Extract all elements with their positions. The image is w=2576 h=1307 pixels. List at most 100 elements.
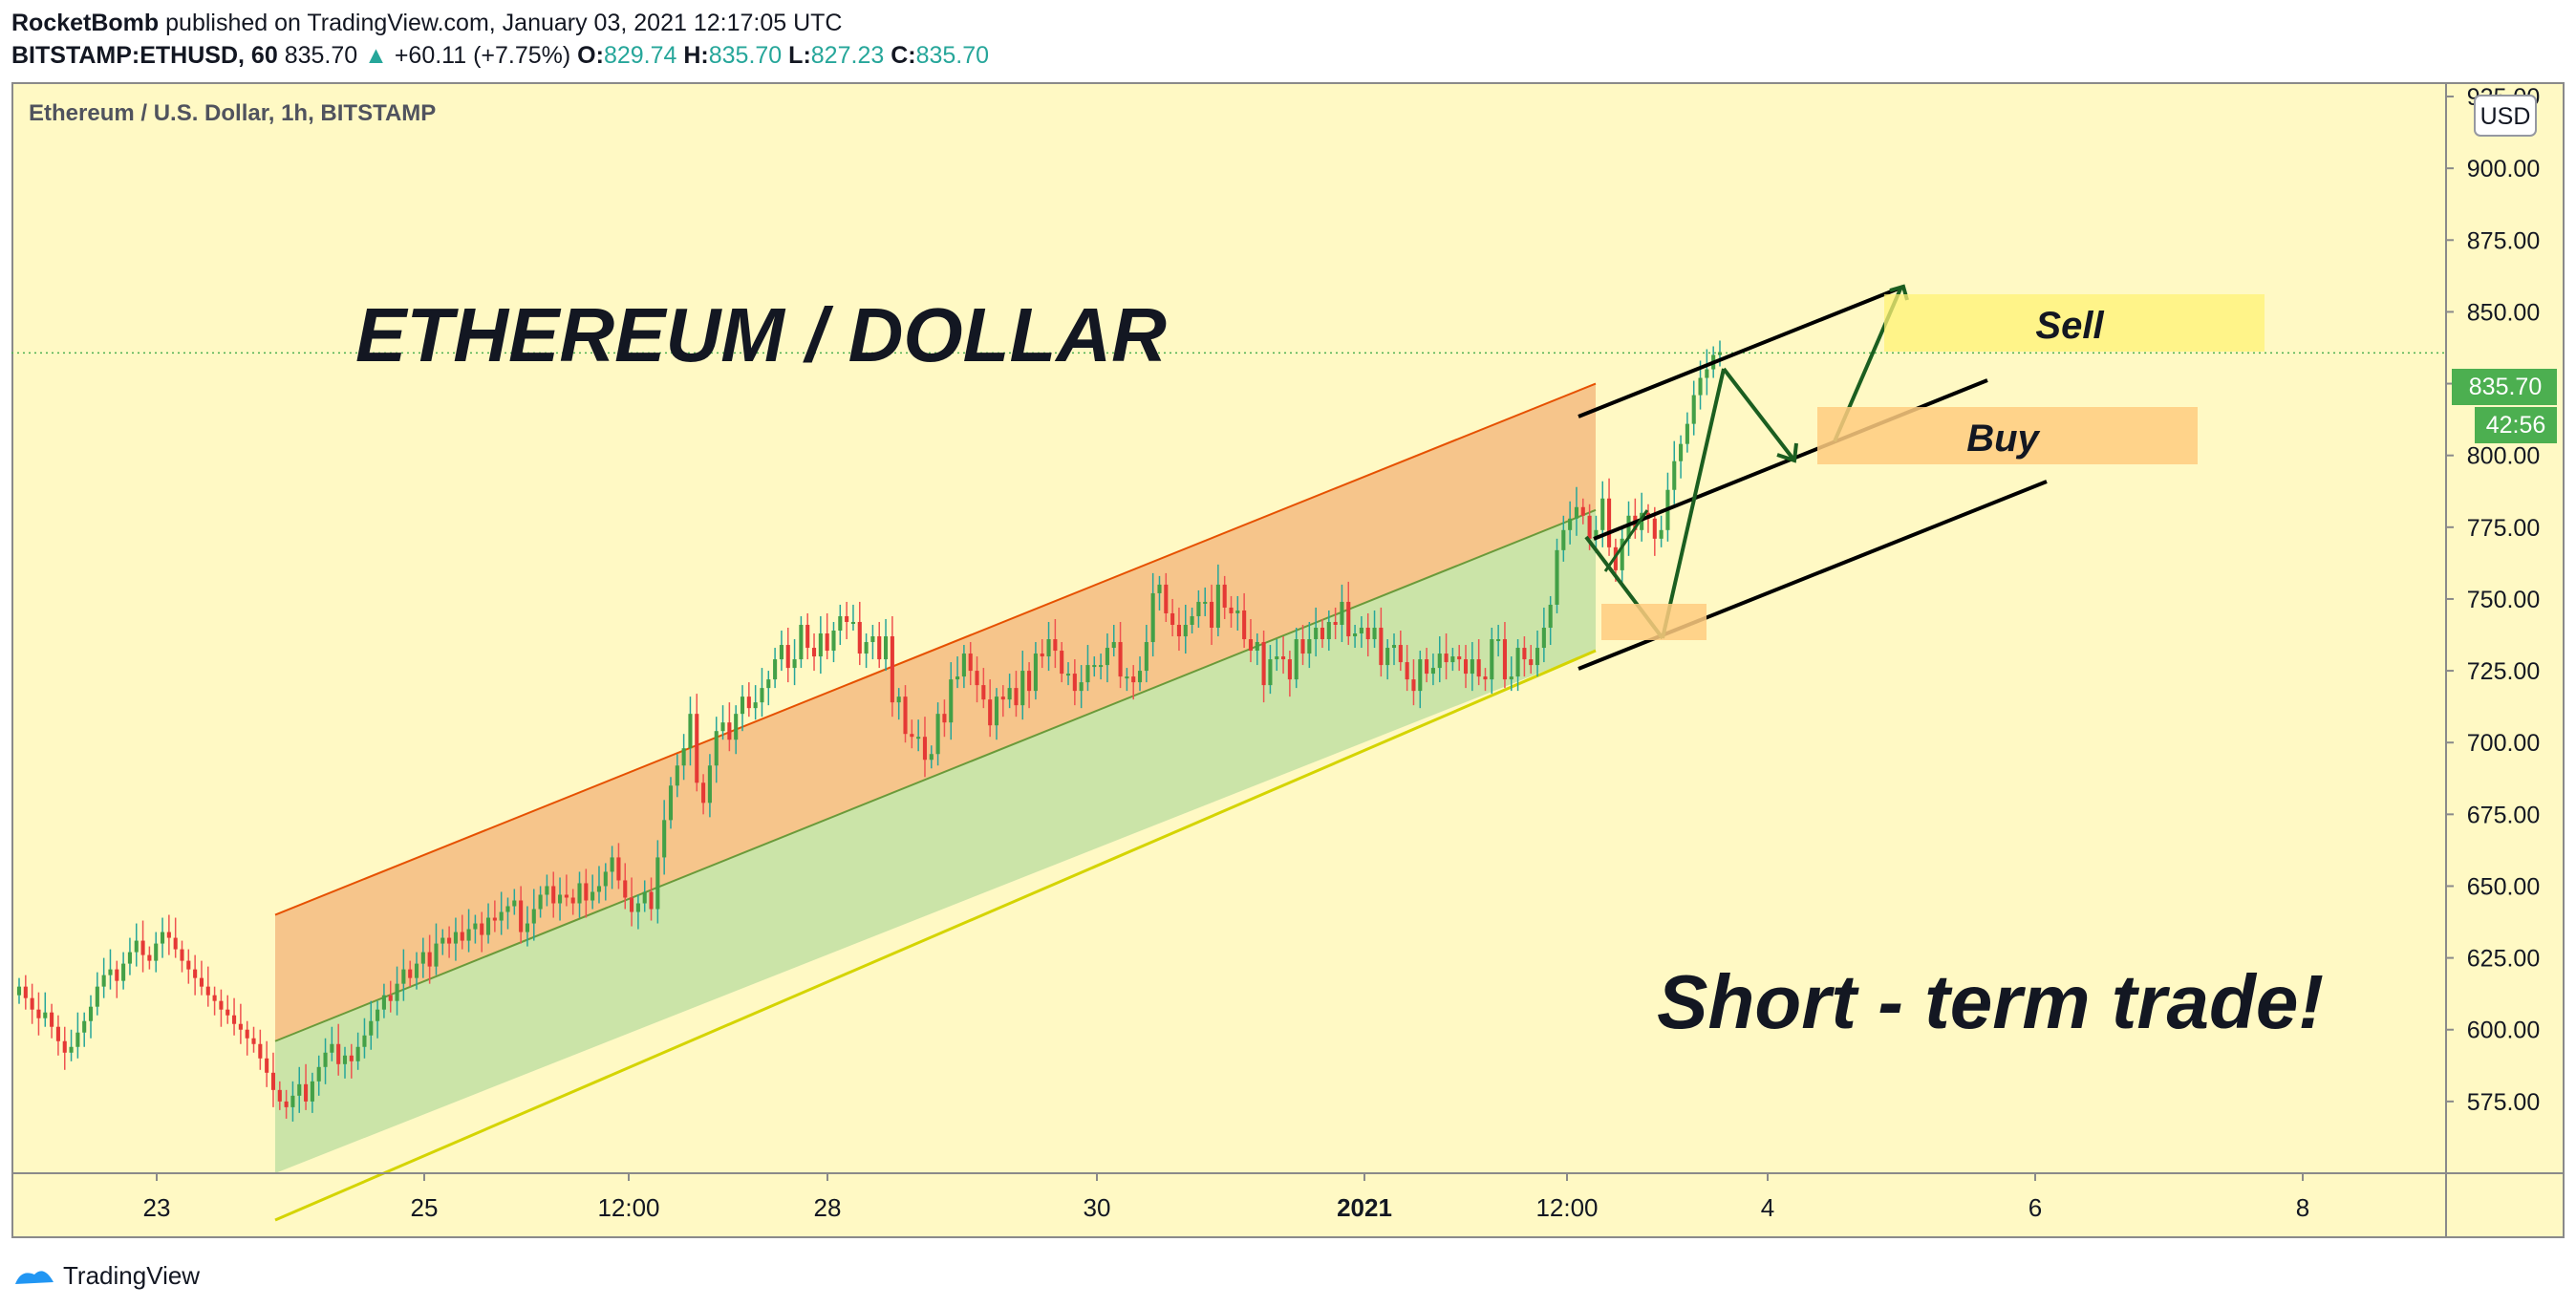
candle-down — [1411, 679, 1416, 692]
candle-up — [369, 1020, 374, 1036]
candle-down — [50, 1012, 54, 1027]
candle-down — [1379, 628, 1384, 666]
sell-label: Sell — [2035, 305, 2104, 347]
candle-down — [1476, 659, 1481, 677]
candle-down — [245, 1029, 249, 1039]
candle-up — [1033, 654, 1038, 692]
candle-down — [238, 1023, 243, 1030]
candle-up — [675, 765, 679, 786]
candle-up — [525, 923, 529, 932]
candle-down — [746, 696, 751, 709]
candle-up — [1594, 529, 1599, 539]
arrow-head-down-icon — [1776, 442, 1798, 463]
regression-bands — [274, 382, 1597, 1222]
candle-down — [564, 894, 569, 898]
candle-up — [401, 969, 406, 984]
candle-up — [1268, 659, 1273, 686]
candle-down — [336, 1043, 341, 1064]
candle-down — [805, 624, 810, 649]
candle-up — [955, 676, 960, 680]
candle-up — [323, 1052, 328, 1067]
candle-up — [376, 1009, 380, 1021]
candle-up — [297, 1083, 302, 1096]
y-tick-label: 850.00 — [2467, 299, 2540, 326]
author-name[interactable]: RocketBomb — [11, 10, 160, 36]
candle-up — [1437, 654, 1442, 669]
candle-up — [838, 615, 843, 632]
candles-layer — [16, 340, 1723, 1122]
candle-up — [916, 737, 921, 739]
candle-up — [1235, 610, 1240, 613]
candle-down — [1522, 648, 1527, 660]
lower-band-line — [274, 649, 1597, 1222]
candle-up — [1111, 642, 1116, 649]
candle-up — [1183, 624, 1188, 637]
candle-up — [1275, 656, 1279, 660]
candle-up — [1705, 369, 1709, 378]
tradingview-brand[interactable]: TradingView — [63, 1261, 201, 1290]
sell-zone[interactable] — [1884, 294, 2265, 352]
candle-down — [23, 986, 28, 998]
candle-up — [1568, 518, 1573, 530]
candle-up — [635, 903, 640, 912]
candle-up — [884, 636, 889, 660]
candle-down — [695, 714, 699, 783]
candle-up — [1685, 423, 1689, 444]
candle-up — [935, 714, 940, 755]
candle-down — [1444, 654, 1449, 663]
buy-zone[interactable] — [1817, 407, 2198, 464]
close-label: C: — [891, 42, 916, 69]
countdown-tag-text: 42:56 — [2486, 412, 2546, 439]
candle-up — [760, 688, 764, 703]
candle-down — [1333, 621, 1338, 625]
y-tick-label: 600.00 — [2467, 1018, 2540, 1044]
candle-up — [642, 891, 647, 904]
candle-down — [225, 1009, 230, 1016]
candle-up — [864, 642, 869, 654]
candle-up — [1105, 648, 1109, 666]
candle-down — [219, 1000, 224, 1010]
candle-up — [499, 911, 504, 921]
candle-up — [485, 917, 491, 935]
price-axis[interactable]: 925.00900.00875.00850.00825.00800.00775.… — [2446, 84, 2540, 1116]
candle-down — [857, 621, 862, 654]
headline-text: ETHEREUM / DOLLAR — [355, 292, 1167, 377]
candle-down — [1607, 498, 1612, 547]
candle-down — [988, 699, 993, 726]
candle-up — [127, 952, 132, 964]
candle-up — [596, 886, 602, 892]
candle-down — [1000, 696, 1005, 700]
candle-up — [1307, 639, 1312, 654]
candle-down — [877, 636, 882, 660]
last-price: 835.70 — [284, 42, 358, 69]
candle-up — [505, 906, 510, 912]
candle-down — [825, 633, 829, 652]
open-value: 829.74 — [603, 42, 677, 69]
open-label: O: — [577, 42, 604, 69]
y-tick-label: 900.00 — [2467, 156, 2540, 182]
candle-down — [251, 1038, 256, 1044]
candle-down — [845, 615, 849, 622]
candle-up — [1391, 645, 1397, 649]
candle-down — [232, 1015, 237, 1024]
candle-down — [1248, 639, 1254, 652]
candle-up — [1150, 592, 1155, 643]
last-price-tag — [2452, 369, 2557, 405]
candle-down — [1405, 662, 1409, 680]
currency-label: USD — [2480, 103, 2531, 130]
candle-down — [630, 897, 634, 912]
y-tick-label: 700.00 — [2467, 730, 2540, 757]
candle-down — [212, 995, 217, 1001]
y-tick-label: 575.00 — [2467, 1089, 2540, 1116]
candle-up — [603, 871, 608, 887]
candle-up — [414, 963, 419, 978]
candle-down — [649, 891, 654, 910]
candle-down — [1242, 610, 1247, 640]
candle-up — [558, 894, 563, 904]
currency-button[interactable] — [2474, 95, 2537, 137]
candle-up — [1450, 656, 1455, 663]
time-axis[interactable]: 23 25 12:00 28 30 2021 12:00 4 6 8 — [143, 1173, 2310, 1222]
entry-zone[interactable] — [1601, 604, 1707, 640]
price-chart[interactable]: Sell Buy ETHEREUM / DOLLAR Short - term … — [11, 82, 2565, 1238]
candle-up — [734, 714, 739, 740]
